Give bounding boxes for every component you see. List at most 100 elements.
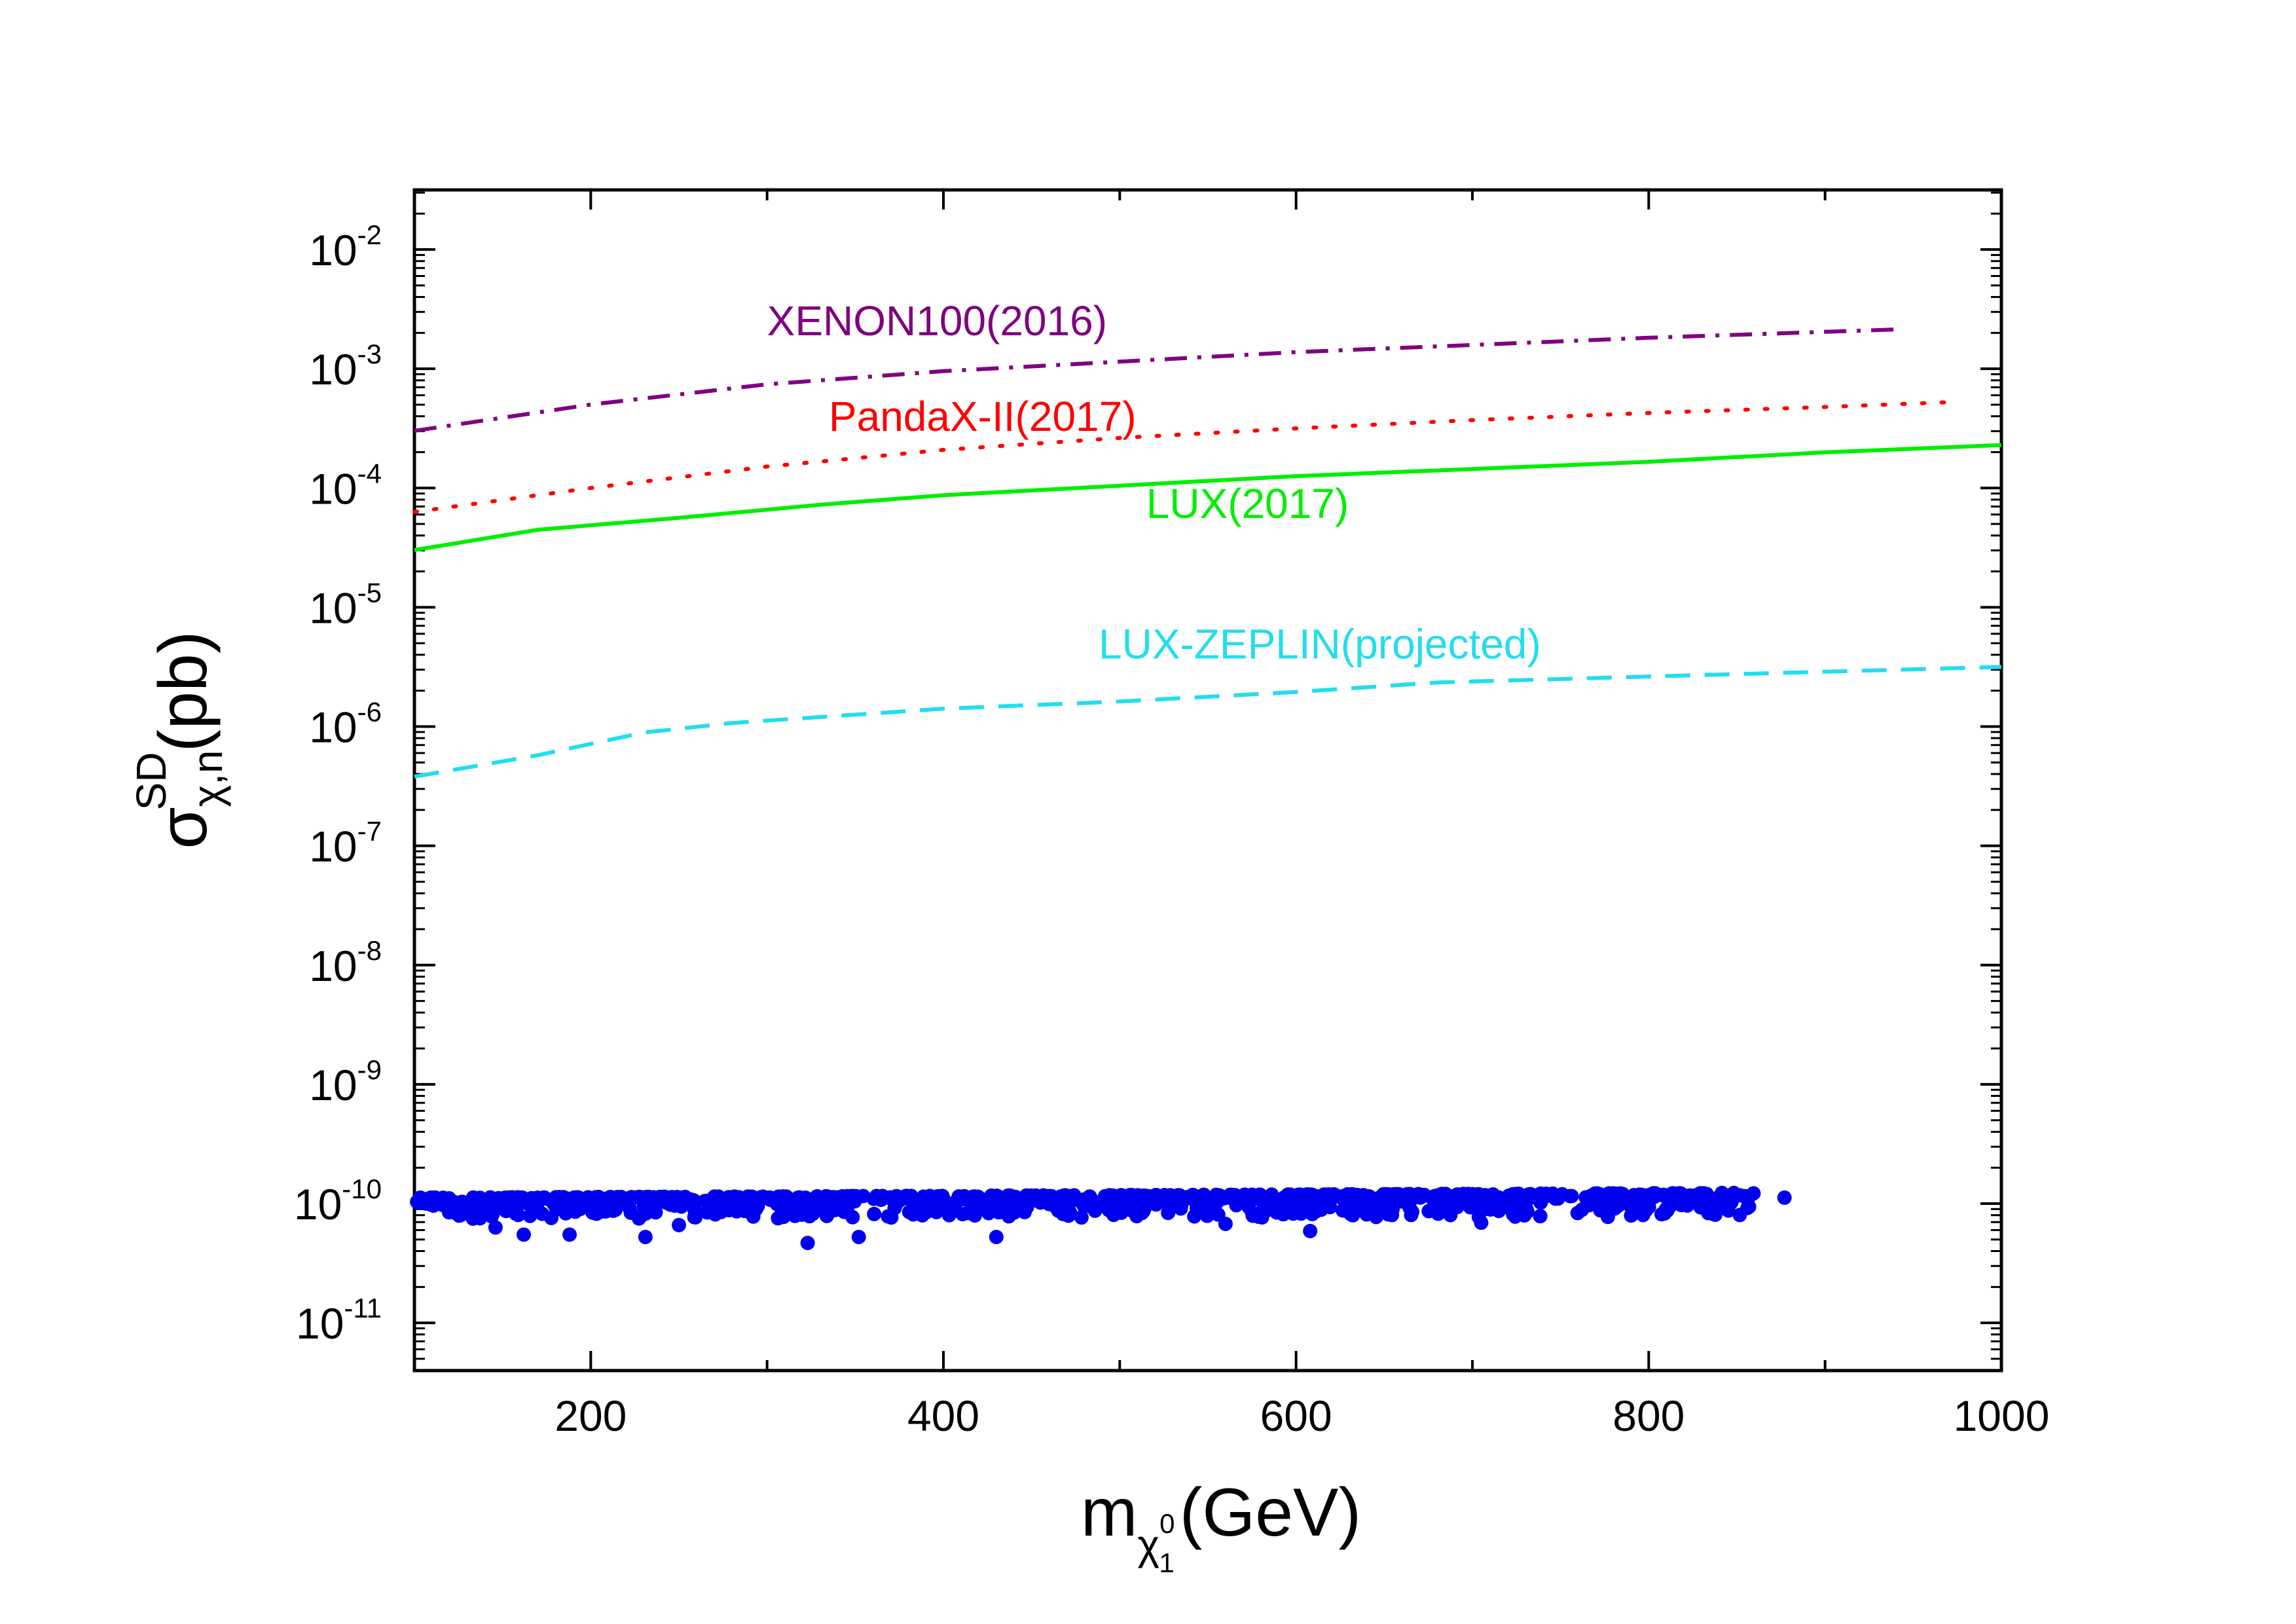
scatter-point: [1251, 1191, 1266, 1206]
series-label-1: PandaX-II(2017): [829, 393, 1137, 440]
scatter-point: [1404, 1208, 1419, 1223]
scatter-point: [1215, 1190, 1230, 1204]
scatter-point: [632, 1211, 646, 1226]
series-line-3: [414, 665, 2002, 779]
scatter-layer: [410, 1185, 1792, 1251]
scatter-point: [936, 1190, 951, 1206]
y-tick-label: 10-5: [309, 577, 382, 632]
scatter-point: [1517, 1208, 1532, 1223]
scatter-point: [1642, 1187, 1656, 1202]
scatter-point: [989, 1230, 1004, 1245]
scatter-point: [433, 1192, 448, 1206]
scatter-point: [813, 1201, 828, 1216]
scatter-point: [1449, 1200, 1465, 1215]
scatter-point: [473, 1211, 488, 1226]
y-tick-label: 10-11: [296, 1293, 382, 1348]
scatter-point: [511, 1208, 526, 1223]
x-tick-label: 800: [1613, 1392, 1685, 1440]
scatter-point: [1471, 1187, 1486, 1202]
scatter-point: [585, 1205, 600, 1220]
series-line-2: [414, 443, 2002, 552]
scatter-point: [1017, 1205, 1032, 1219]
scatter-point: [1448, 1188, 1463, 1203]
scatter-point: [1024, 1188, 1038, 1203]
scatter-point: [1080, 1198, 1095, 1213]
scatter-point: [1624, 1208, 1639, 1223]
scatter-point: [1430, 1206, 1446, 1221]
axes-layer: 200 400 600 800 1000 10-2 10-3 10-4 10-5 10-6 10-7…: [294, 188, 2050, 1440]
scatter-point: [1593, 1203, 1608, 1218]
scatter-point: [1472, 1200, 1487, 1215]
scatter-point: [1533, 1209, 1548, 1224]
scatter-point: [1570, 1206, 1585, 1221]
scatter-point: [1151, 1194, 1165, 1209]
y-tick-label: 10-10: [294, 1173, 382, 1228]
scatter-point: [1578, 1190, 1594, 1205]
scatter-point: [1043, 1189, 1058, 1204]
scatter-point: [1695, 1186, 1710, 1201]
scatter-point: [1740, 1200, 1755, 1215]
scatter-point: [672, 1217, 686, 1232]
scatter-point: [1550, 1189, 1565, 1204]
scatter-point: [1616, 1190, 1631, 1205]
scatter-point: [1367, 1208, 1382, 1223]
scatter-point: [1474, 1215, 1489, 1230]
scatter-point: [779, 1189, 793, 1204]
scatter-point: [1381, 1207, 1396, 1222]
scatter-point: [1301, 1187, 1316, 1202]
scatter-point: [1008, 1189, 1023, 1204]
scatter-point: [638, 1230, 653, 1245]
scatter-point: [1291, 1187, 1306, 1202]
scatter-point: [562, 1227, 577, 1242]
scatter-point: [1391, 1187, 1406, 1202]
scatter-point: [1135, 1206, 1150, 1221]
series-label-3: LUX-ZEPLIN(projected): [1099, 621, 1541, 668]
y-axis-title: σχ,nSD(pb): [128, 631, 231, 849]
scatter-point: [1496, 1200, 1511, 1215]
scatter-point: [465, 1190, 481, 1205]
scatter-point: [1116, 1190, 1131, 1205]
scatter-point: [1501, 1188, 1516, 1203]
y-tick-label: 10-7: [309, 816, 382, 871]
scatter-point: [986, 1190, 1001, 1206]
scatter-point: [929, 1205, 944, 1219]
scatter-point: [1355, 1188, 1370, 1203]
plot-frame: [412, 188, 2003, 1373]
scatter-point: [639, 1196, 654, 1211]
scatter-point: [972, 1200, 987, 1215]
scatter-point: [851, 1230, 866, 1245]
scatter-point: [1281, 1187, 1296, 1202]
scatter-point: [1719, 1199, 1733, 1214]
x-tick-label: 1000: [1954, 1392, 2050, 1440]
scatter-point: [1404, 1187, 1419, 1202]
scatter-point: [509, 1194, 524, 1209]
scatter-point: [516, 1227, 531, 1242]
scatter-point: [483, 1190, 498, 1205]
scatter-point: [657, 1189, 672, 1204]
y-tick-label: 10-9: [309, 1054, 382, 1109]
scatter-point: [947, 1195, 962, 1210]
scatter-point: [549, 1190, 564, 1205]
scatter-point: [1294, 1206, 1309, 1221]
scatter-point: [821, 1189, 835, 1204]
scatter-point: [1199, 1198, 1213, 1213]
y-tick-label: 10-4: [309, 458, 382, 513]
scatter-point: [522, 1208, 538, 1223]
scatter-point: [867, 1206, 882, 1221]
scatter-point: [899, 1189, 914, 1204]
scatter-point: [608, 1200, 623, 1215]
scatter-point: [670, 1190, 685, 1206]
scatter-point: [708, 1191, 723, 1206]
scatter-point: [887, 1201, 902, 1216]
scatter-point: [1777, 1190, 1792, 1205]
scatter-point: [919, 1191, 934, 1206]
scatter-point: [1376, 1187, 1391, 1202]
y-tick-label: 10-2: [309, 219, 382, 274]
scatter-point: [1535, 1190, 1550, 1206]
scatter-point: [520, 1194, 535, 1209]
series-label-0: XENON100(2016): [767, 297, 1107, 344]
scatter-point: [447, 1194, 462, 1209]
scatter-point: [1564, 1189, 1579, 1204]
scatter-point: [790, 1200, 805, 1215]
